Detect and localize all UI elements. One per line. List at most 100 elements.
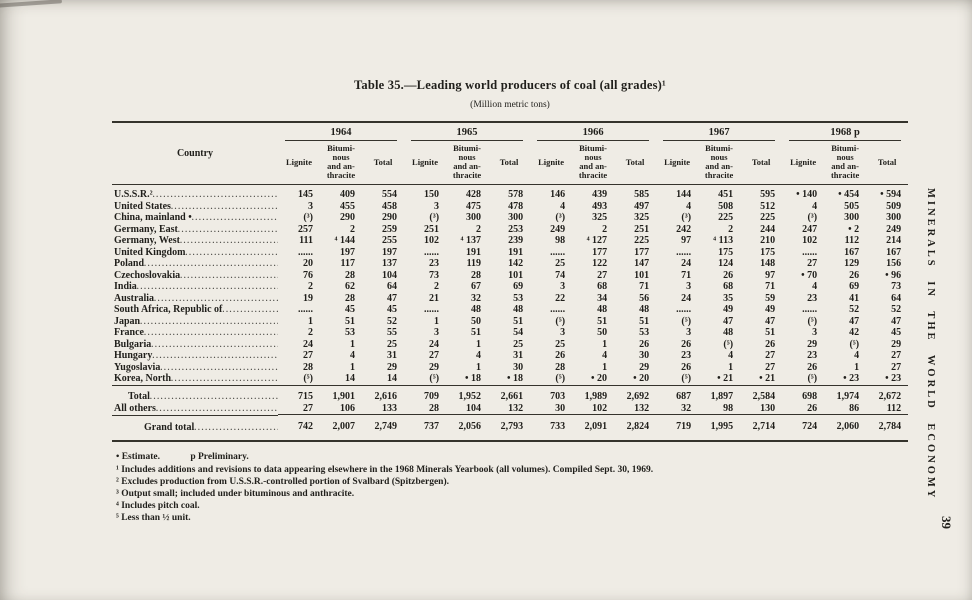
value-cell: 1	[308, 315, 313, 327]
value-cell: 48	[597, 304, 608, 315]
value-cell: 59	[765, 292, 776, 304]
footnote: ¹ Includes additions and revisions to da…	[116, 465, 654, 475]
preliminary-legend: p Preliminary.	[190, 452, 249, 462]
value-cell: 28	[555, 361, 566, 373]
dot-leader	[156, 403, 278, 415]
value-cell: 24	[681, 292, 692, 304]
value-cell: 50	[597, 327, 608, 338]
value-cell: 325	[592, 212, 608, 223]
footnote: ³ Output small; included under bituminou…	[116, 489, 355, 499]
value-cell: 4	[560, 200, 566, 212]
value-cell: 26	[555, 350, 566, 361]
value-cell: • 454	[838, 189, 860, 200]
value-cell: 225	[760, 212, 776, 223]
value-cell: 175	[718, 246, 734, 258]
column-header: Bitumi- nous and an- thracite	[572, 141, 615, 185]
value-cell: 3	[686, 327, 692, 338]
country-name-cell: United Kingdom	[112, 247, 278, 259]
value-cell: 742	[278, 414, 320, 441]
value-cell: 1,995	[698, 414, 741, 441]
value-cell: ......	[676, 304, 692, 315]
country-label: Germany, West	[114, 235, 180, 246]
value-cell: 98	[555, 235, 566, 246]
value-cell: 132	[634, 402, 650, 414]
country-name-cell: Australia	[112, 293, 278, 305]
dot-leader	[178, 224, 278, 236]
value-cell: 32	[471, 292, 482, 304]
year-label: 1966	[537, 127, 650, 141]
value-cell: 14	[345, 373, 355, 384]
estimate-legend: • Estimate.	[116, 452, 160, 462]
table-row: United States 3 455 458 3 475 478 4 493 497 4 508 51…	[112, 201, 908, 213]
value-cell: 4	[812, 281, 818, 292]
table-row: Germany, West 111 ⁴ 144 255 102 ⁴ 137 239 98 ⁴ 1…	[112, 235, 908, 247]
value-cell: 27	[429, 350, 440, 361]
value-cell: 225	[634, 235, 650, 246]
value-cell: ......	[802, 246, 818, 258]
value-cell: 145	[298, 189, 313, 200]
value-cell: 119	[466, 258, 482, 269]
value-cell: 3	[434, 327, 440, 338]
value-cell: 2,056	[446, 414, 489, 441]
value-cell: 14	[387, 373, 398, 384]
value-cell: 255	[382, 235, 398, 246]
value-cell: 244	[760, 223, 776, 235]
value-cell: 1	[602, 361, 608, 373]
value-cell: 23	[807, 292, 818, 304]
country-name-cell: Japan	[112, 316, 278, 328]
value-cell: 300	[844, 212, 860, 223]
value-cell: 49	[765, 304, 776, 315]
dot-leader	[222, 304, 278, 316]
value-cell: 137	[382, 258, 398, 269]
value-cell: 132	[508, 402, 524, 414]
value-cell: 733	[530, 414, 573, 441]
value-cell: 101	[634, 269, 650, 281]
value-cell: 225	[718, 212, 734, 223]
value-cell: 42	[849, 327, 860, 338]
value-cell: 32	[681, 402, 692, 414]
table-header: Country 1964 1965 1966 1967 1968 p Lignite Bit…	[112, 122, 909, 185]
value-cell: 191	[508, 246, 524, 258]
value-cell: 1	[434, 315, 440, 327]
column-header: Total	[866, 141, 909, 185]
value-cell: ......	[424, 246, 440, 258]
value-cell: 1	[476, 338, 482, 350]
value-cell: 76	[303, 269, 313, 281]
country-label: France	[114, 327, 144, 338]
dot-leader	[194, 422, 278, 434]
table-row: South Africa, Republic of...... 45 45.....…	[112, 304, 908, 316]
column-header: Bitumi- nous and an- thracite	[824, 141, 867, 185]
value-cell: 112	[886, 402, 902, 414]
value-cell: 719	[656, 414, 699, 441]
running-head-vertical: MINERALS IN THE WORLD ECONOMY	[925, 188, 936, 501]
value-cell: 104	[382, 269, 398, 281]
value-cell: ⁴ 144	[334, 235, 356, 246]
table-row: China, mainland • (³) 290 290 (³) 300 300 (³) 32…	[112, 212, 908, 224]
value-cell: 47	[765, 315, 776, 327]
value-cell: ......	[676, 246, 692, 258]
country-label: South Africa, Republic of	[114, 304, 223, 315]
value-cell: (⁵)	[429, 373, 440, 384]
dot-leader	[152, 350, 278, 362]
value-cell: 2,749	[362, 414, 405, 441]
value-cell: 55	[387, 327, 398, 338]
value-cell: 1	[854, 361, 860, 373]
value-cell: 4	[728, 350, 734, 361]
summary-label-cell: Grand total	[112, 414, 278, 441]
value-cell: 2,060	[824, 414, 867, 441]
value-cell: 97	[681, 235, 692, 246]
country-label: Germany, East	[114, 223, 178, 235]
value-cell: (³)	[807, 212, 818, 223]
value-cell: 2,091	[572, 414, 615, 441]
column-header: Lignite	[782, 141, 825, 185]
value-cell: 451	[718, 189, 734, 200]
summary-label: Total	[128, 391, 150, 402]
value-cell: 3	[560, 327, 566, 338]
value-cell: 177	[634, 246, 650, 258]
value-cell: 25	[555, 258, 566, 269]
value-cell: 3	[686, 281, 692, 292]
value-cell: 1,901	[320, 384, 362, 403]
table-body: U.S.S.R.²1454095541504285781464395851444…	[112, 185, 909, 441]
footnotes: • Estimate. p Preliminary. ¹ Includes ad…	[112, 451, 908, 524]
value-cell: 97	[765, 269, 776, 281]
